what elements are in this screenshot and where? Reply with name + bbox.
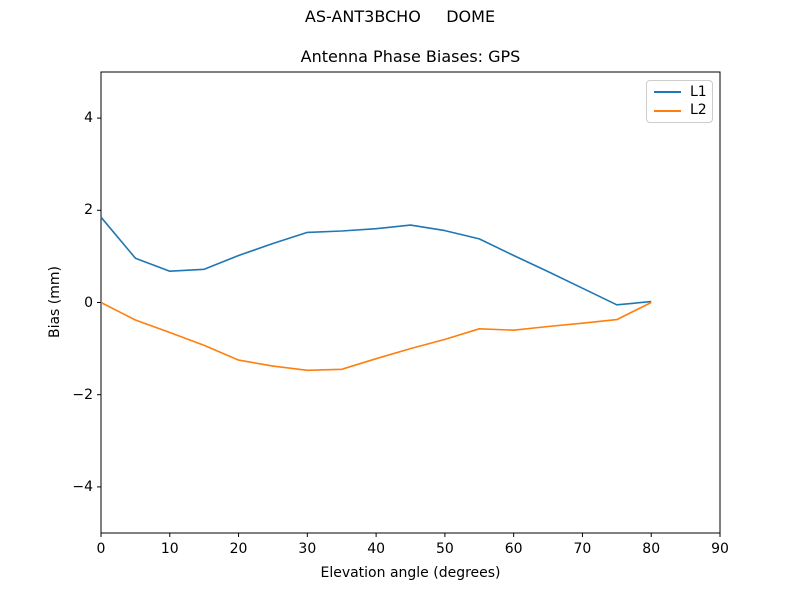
x-tick-label: 50 [435, 541, 454, 557]
l1-legend-line-icon [654, 91, 681, 94]
chart-canvas [97, 71, 721, 537]
y-tick-label: −4 [72, 478, 93, 495]
l2-legend-line-icon [654, 109, 681, 112]
axes-title: Antenna Phase Biases: GPS [300, 47, 521, 66]
x-tick-label: 90 [711, 541, 729, 557]
y-axis-label: Bias (mm) [47, 265, 63, 339]
x-axis-label: Elevation angle (degrees) [320, 565, 501, 581]
y-tick-label: 2 [84, 202, 93, 219]
x-tick-label: 40 [367, 541, 386, 557]
x-tick-label: 60 [504, 541, 523, 557]
x-tick-label: 70 [573, 541, 592, 557]
x-tick-label: 20 [229, 541, 248, 557]
l1-series-line [100, 216, 652, 306]
legend-entry-l1: L1 [654, 83, 707, 102]
legend: L1 L2 [646, 80, 713, 123]
figure-suptitle: AS-ANT3BCHO DOME [304, 7, 496, 26]
y-tick-label: 4 [84, 110, 93, 127]
y-tick-label: 0 [84, 294, 93, 311]
x-tick-label: 0 [96, 541, 106, 557]
y-tick-label: −2 [72, 386, 93, 403]
legend-label: L2 [690, 102, 707, 119]
l2-series-line [100, 301, 652, 372]
legend-entry-l2: L2 [654, 102, 707, 121]
x-tick-label: 10 [160, 541, 179, 557]
legend-label: L1 [690, 83, 707, 100]
x-tick-label: 30 [298, 541, 317, 557]
x-tick-label: 80 [642, 541, 661, 557]
axes-frame [100, 71, 721, 534]
